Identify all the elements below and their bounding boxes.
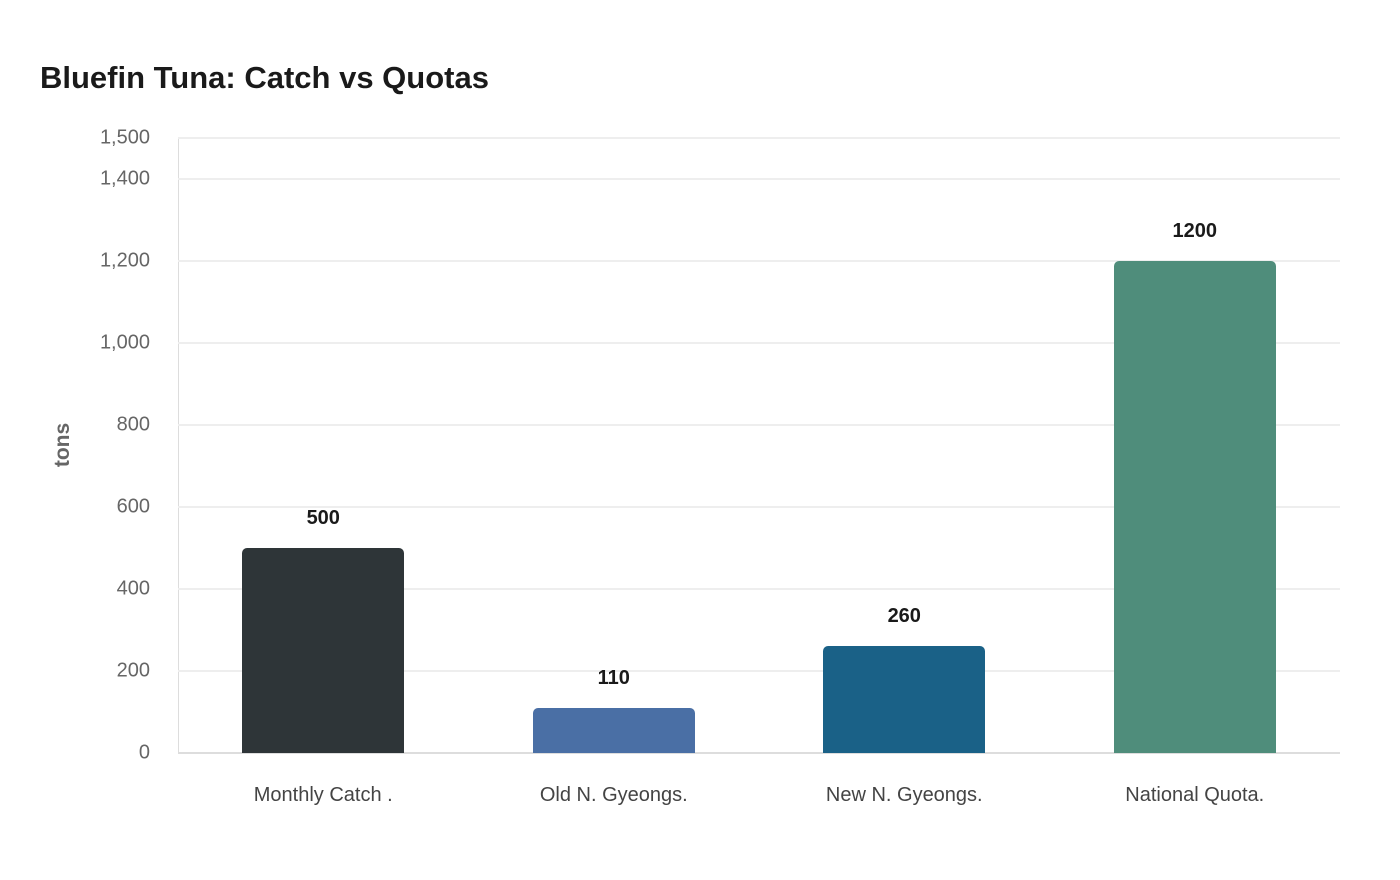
y-tick-label: 1,000 [99, 331, 150, 354]
y-tick-label: 600 [116, 495, 150, 518]
chart-title: Bluefin Tuna: Catch vs Quotas [40, 60, 489, 95]
bar-value-label: 260 [887, 605, 921, 628]
bar[interactable] [242, 548, 405, 753]
gridline [178, 506, 1340, 508]
x-category-label: National Quota. [1125, 784, 1265, 806]
x-category-label: Old N. Gyeongs. [539, 784, 688, 806]
bar[interactable] [532, 707, 695, 753]
x-category-label: Monthly Catch . [253, 784, 393, 806]
gridline [178, 137, 1340, 139]
gridline [178, 588, 1340, 590]
bar-value-label: 500 [306, 507, 340, 529]
y-tick-label: 1,500 [99, 126, 150, 149]
y-tick-label: 0 [138, 741, 150, 764]
x-axis-line [178, 752, 1340, 754]
bar[interactable] [823, 646, 986, 753]
gridline [178, 670, 1340, 672]
y-tick-label: 200 [116, 659, 150, 682]
gridline [178, 342, 1340, 344]
y-tick-label: 800 [116, 413, 150, 436]
gridline [178, 260, 1340, 262]
bar-value-label: 110 [597, 666, 630, 689]
x-category-label: New N. Gyeongs. [825, 784, 983, 806]
y-tick-label: 400 [116, 577, 150, 600]
y-tick-label: 1,400 [99, 167, 150, 190]
bar[interactable] [1113, 261, 1276, 753]
y-axis-line [178, 138, 179, 754]
gridline [178, 424, 1340, 426]
y-tick-label: 1,200 [99, 249, 150, 272]
gridline [178, 178, 1340, 180]
bar-value-label: 1200 [1172, 220, 1218, 242]
